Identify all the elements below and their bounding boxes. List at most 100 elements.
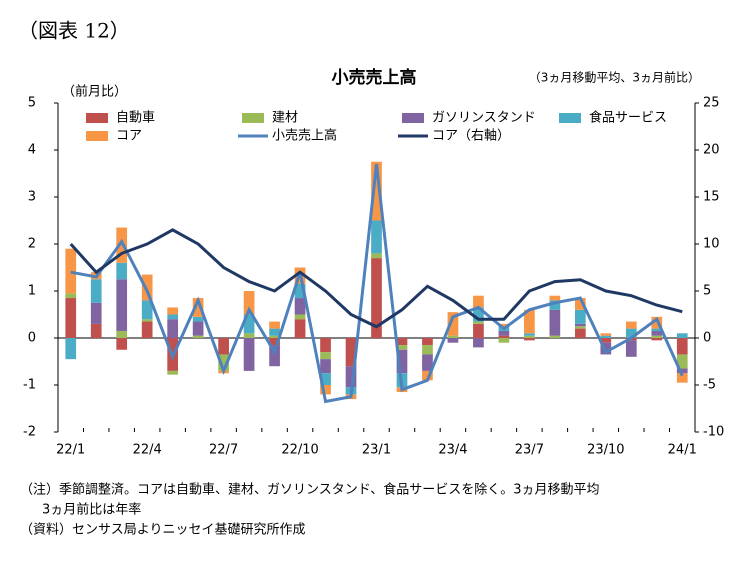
note: 3ヵ月前比は年率 xyxy=(42,502,141,518)
bar-segment xyxy=(524,309,535,334)
bar-segment xyxy=(651,335,663,338)
bar-segment xyxy=(651,338,663,341)
bar-segment xyxy=(524,338,535,341)
figure-label: （図表 12） xyxy=(18,19,130,43)
bar-segment xyxy=(676,368,688,374)
bar-segment xyxy=(549,300,561,310)
bar-segment xyxy=(371,258,382,338)
bar-segment xyxy=(218,354,229,371)
legend-label: コア xyxy=(116,129,142,144)
bar-segment xyxy=(422,338,433,346)
bar-segment xyxy=(651,328,663,331)
bar-segment xyxy=(422,370,433,381)
bar-segment xyxy=(600,333,612,336)
bar-segment xyxy=(447,335,459,338)
bar-segment xyxy=(473,338,484,348)
y2-label: （3ヵ月移動平均、3ヵ月前比） xyxy=(529,70,700,85)
legend-label: コア（右軸） xyxy=(432,129,510,144)
y2-tick-label: -5 xyxy=(703,378,716,393)
y-tick-label: 5 xyxy=(28,96,36,111)
y2-tick-label: -10 xyxy=(703,425,724,440)
bar-segment xyxy=(65,298,77,338)
bar-segment xyxy=(473,323,484,338)
legend-label: 建材 xyxy=(272,111,298,126)
bar-segment xyxy=(90,279,102,303)
x-tick-label: 22/1 xyxy=(56,443,85,458)
y2-tick-label: 15 xyxy=(703,190,720,205)
y-tick-label: 1 xyxy=(28,284,36,299)
legend-label: ガソリンスタンド xyxy=(432,111,536,126)
bar-segment xyxy=(345,338,357,367)
chart-title: 小売売上高 xyxy=(332,67,417,88)
legend-label: 自動車 xyxy=(116,111,155,126)
legend-swatch xyxy=(402,113,424,123)
bar-segment xyxy=(141,274,153,301)
bar-segment xyxy=(498,330,510,336)
bar-segment xyxy=(574,326,586,329)
bar-segment xyxy=(243,338,255,371)
bar-segment xyxy=(320,385,331,395)
legend-swatch xyxy=(86,113,108,123)
bar-segment xyxy=(600,342,612,355)
bar-segment xyxy=(574,323,586,327)
bar-segment xyxy=(345,366,357,388)
bar-segment xyxy=(600,335,612,338)
bar-segment xyxy=(473,307,484,322)
y-tick-label: 2 xyxy=(28,237,36,252)
bar-segment xyxy=(498,338,510,343)
y-label: （前月比） xyxy=(62,84,127,100)
bar-segment xyxy=(422,354,433,371)
bar-segment xyxy=(447,312,459,336)
bar-segment xyxy=(90,302,102,324)
bar-segment xyxy=(625,340,637,357)
bar-segment xyxy=(167,319,179,338)
bar-segment xyxy=(574,309,586,324)
bar-segment xyxy=(141,321,153,338)
bar-segment xyxy=(625,328,637,338)
bar-segment xyxy=(371,220,382,254)
y-tick-label: 0 xyxy=(28,331,36,346)
x-tick-label: 23/4 xyxy=(438,443,467,458)
bar-segment xyxy=(396,345,408,350)
y-tick-label: 3 xyxy=(28,190,36,205)
bar-segment xyxy=(65,338,77,360)
bar-segment xyxy=(243,333,255,338)
bar-segment xyxy=(90,323,102,338)
bar-segment xyxy=(116,338,128,350)
x-tick-label: 22/7 xyxy=(209,443,238,458)
y2-tick-label: 0 xyxy=(703,331,711,346)
bar-segment xyxy=(116,262,128,280)
bar-segment xyxy=(422,345,433,355)
line xyxy=(70,163,684,404)
bar-segment xyxy=(243,291,255,315)
bar-segment xyxy=(396,349,408,374)
y-tick-label: -2 xyxy=(23,425,36,440)
bar-segment xyxy=(676,373,688,383)
x-tick-label: 23/7 xyxy=(515,443,544,458)
bar-segment xyxy=(218,338,229,355)
bar-segment xyxy=(524,333,535,336)
bar-segment xyxy=(651,330,663,336)
bar-segment xyxy=(524,335,535,338)
bar-segment xyxy=(116,330,128,338)
bar-segment xyxy=(167,307,179,315)
bar-segment xyxy=(116,279,128,331)
bar-segment xyxy=(676,333,688,338)
bar-segment xyxy=(65,293,77,299)
bar-segment xyxy=(498,335,510,338)
y-tick-label: 4 xyxy=(28,143,36,158)
note: （資料）センサス局よりニッセイ基礎研究所作成 xyxy=(20,523,305,538)
bar-segment xyxy=(371,253,382,259)
bar-segment xyxy=(192,335,204,338)
bar-segment xyxy=(371,161,382,221)
bar-segment xyxy=(549,335,561,338)
bar-segment xyxy=(574,298,586,310)
line xyxy=(69,228,683,329)
bar-segment xyxy=(269,338,280,346)
y-tick-label: -1 xyxy=(23,378,36,393)
bar-segment xyxy=(294,298,306,315)
bar-segment xyxy=(320,373,331,385)
y2-tick-label: 5 xyxy=(703,284,711,299)
legend-swatch xyxy=(86,131,108,141)
